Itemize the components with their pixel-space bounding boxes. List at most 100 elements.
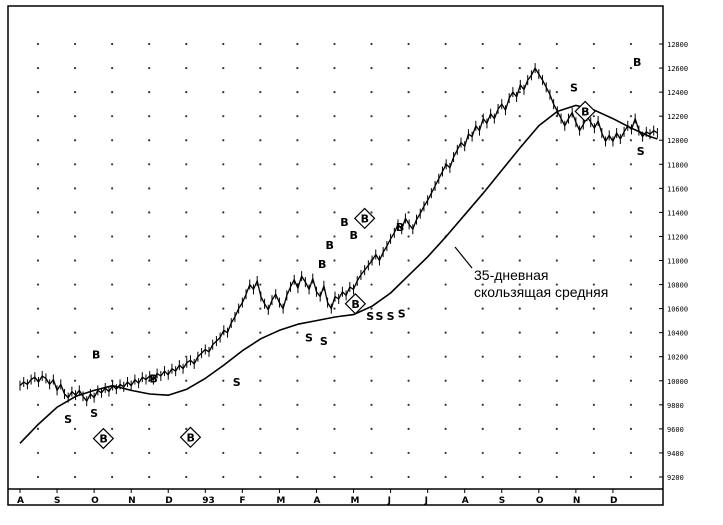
grid-dot xyxy=(407,355,410,358)
grid-dot xyxy=(333,331,336,334)
grid-dot xyxy=(73,283,77,286)
grid-dot xyxy=(259,235,262,238)
grid-dot xyxy=(222,379,225,382)
grid-dot xyxy=(185,91,188,94)
grid-dot xyxy=(370,66,373,70)
grid-dot xyxy=(185,139,188,142)
sell-signal-label: S xyxy=(320,335,328,348)
grid-dot xyxy=(333,259,336,262)
grid-dot xyxy=(370,115,373,118)
x-tick-label: M xyxy=(276,496,285,506)
grid-dot xyxy=(148,475,151,479)
grid-dot xyxy=(592,91,595,94)
grid-dot xyxy=(444,379,447,382)
x-tick-label: S xyxy=(499,496,505,506)
grid-dot xyxy=(592,235,595,238)
grid-dot xyxy=(148,259,151,262)
grid-dot xyxy=(73,331,77,334)
y-tick-label: 9600 xyxy=(667,426,684,434)
grid-dot xyxy=(185,403,188,406)
grid-dot xyxy=(222,403,225,406)
grid-dot xyxy=(407,259,410,262)
grid-dot xyxy=(481,379,484,382)
buy-signal-label: B xyxy=(351,298,359,311)
grid-dot xyxy=(592,42,595,46)
sell-signal-label: S xyxy=(90,407,98,420)
moving-average-line xyxy=(19,104,658,444)
x-tick-label: S xyxy=(54,496,60,506)
grid-dot xyxy=(148,115,151,118)
grid-dot xyxy=(222,355,225,358)
grid-dot xyxy=(73,139,77,142)
y-tick-label: 12400 xyxy=(667,89,688,97)
grid-dot xyxy=(36,235,40,238)
signal-diamond xyxy=(574,100,596,123)
grid-dot xyxy=(370,235,373,238)
annotation-line-1: 35-дневная xyxy=(474,267,548,283)
buy-signal-label: B xyxy=(325,239,333,252)
grid-dot xyxy=(518,355,521,358)
grid-dot xyxy=(111,66,114,70)
grid-dot xyxy=(518,427,521,430)
grid-dot xyxy=(407,283,410,286)
grid-dot xyxy=(481,451,484,455)
grid-dot xyxy=(370,163,373,166)
grid-dot xyxy=(296,451,299,455)
buy-signal-label: B xyxy=(92,348,100,361)
grid-dot xyxy=(148,163,151,166)
grid-dot xyxy=(370,355,373,358)
grid-dot xyxy=(296,403,299,406)
grid-dot xyxy=(185,331,188,334)
grid-dot xyxy=(333,187,336,190)
grid-dot xyxy=(333,427,336,430)
grid-dot xyxy=(259,379,262,382)
y-tick-label: 9400 xyxy=(667,450,684,458)
grid-dot xyxy=(370,307,373,310)
grid-dot xyxy=(296,355,299,358)
signal-diamond xyxy=(344,293,367,315)
grid-dot xyxy=(592,427,595,430)
grid-dot xyxy=(36,451,40,455)
grid-dot xyxy=(555,331,558,334)
x-tick-label: O xyxy=(91,496,99,506)
grid-dot xyxy=(111,451,114,455)
grid-dot xyxy=(370,475,373,479)
y-tick-label: 10400 xyxy=(667,330,688,338)
grid-dot xyxy=(222,139,225,142)
grid-dot xyxy=(259,283,262,286)
grid-dot xyxy=(592,259,595,262)
signal-diamond xyxy=(179,426,202,449)
grid-dot xyxy=(222,42,225,46)
grid-dot xyxy=(407,115,410,118)
grid-dot xyxy=(222,259,225,262)
grid-dot xyxy=(592,115,595,118)
grid-dot xyxy=(36,283,40,286)
x-tick-label: D xyxy=(165,496,172,506)
grid-dot xyxy=(36,211,40,214)
grid-dot xyxy=(629,211,633,214)
grid-dot xyxy=(296,259,299,262)
annotation-group: 35-дневная скользящая средняя xyxy=(454,246,608,300)
grid-dot xyxy=(111,307,114,310)
grid-dot xyxy=(592,475,595,479)
x-tick-label: A xyxy=(313,496,320,506)
grid-dot xyxy=(629,283,633,286)
grid-dot xyxy=(629,355,633,358)
grid-dot xyxy=(296,91,299,94)
x-tick-label: D xyxy=(610,496,617,506)
grid-dot xyxy=(444,139,447,142)
grid-dot xyxy=(592,307,595,310)
grid-dot xyxy=(36,331,40,334)
grid-dot xyxy=(259,331,262,334)
sell-signal-label: S xyxy=(570,81,578,94)
grid-dot xyxy=(592,403,595,406)
grid-dot xyxy=(407,379,410,382)
grid-dot xyxy=(407,427,410,430)
grid-dot xyxy=(333,163,336,166)
grid-dot xyxy=(518,451,521,455)
grid-dot xyxy=(481,139,484,142)
grid-dot xyxy=(222,91,225,94)
grid-dot xyxy=(296,427,299,430)
grid-dot xyxy=(111,475,114,479)
